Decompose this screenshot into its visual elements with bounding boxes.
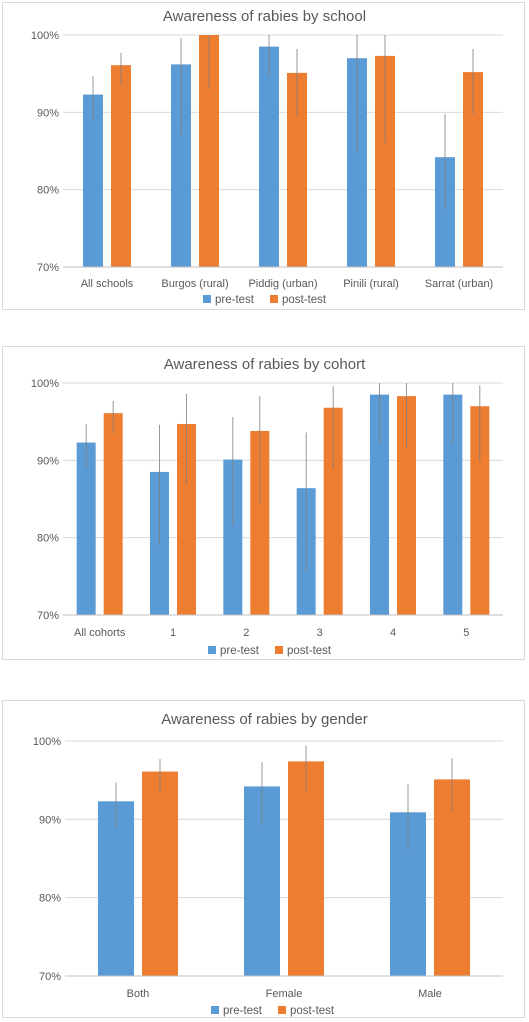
x-tick-label: 4 [390, 627, 396, 639]
x-tick-label: All schools [81, 278, 134, 290]
x-tick-label: Both [127, 988, 150, 1000]
y-tick-label: 70% [37, 610, 59, 622]
bar-post-test [177, 423, 196, 615]
legend-swatch [203, 295, 211, 303]
bar-pre-test [98, 801, 134, 976]
x-tick-label: Male [418, 988, 442, 1000]
y-tick-label: 100% [31, 378, 59, 390]
x-tick-label: 3 [317, 627, 323, 639]
bar-post-test [288, 761, 324, 976]
bar-pre-test [223, 459, 243, 615]
legend-swatch [278, 1006, 286, 1014]
y-tick-label: 100% [33, 736, 61, 748]
y-tick-label: 90% [37, 107, 59, 119]
bar-post-test [103, 413, 123, 615]
x-tick-label: Female [266, 988, 303, 1000]
y-tick-label: 80% [39, 893, 61, 905]
bar-post-test [142, 771, 178, 976]
bar-post-test [287, 72, 307, 267]
legend-label: post-test [282, 294, 327, 306]
legend-label: post-test [290, 1005, 335, 1017]
bar-pre-test [83, 94, 103, 268]
chart-school-svg: Awareness of rabies by school 70% 80% 90% 10… [31, 8, 503, 306]
chart-title: Awareness of rabies by school [163, 8, 366, 25]
y-tick-label: 80% [37, 185, 59, 197]
x-tick-label: Burgos (rural) [161, 278, 228, 290]
legend-label: post-test [287, 645, 332, 657]
chart-title: Awareness of rabies by gender [161, 711, 368, 728]
legend-swatch [208, 646, 216, 654]
bar-pre-test [171, 64, 191, 268]
legend-label: pre-test [223, 1005, 263, 1017]
y-tick-label: 80% [37, 533, 59, 545]
bar-pre-test [259, 46, 279, 267]
x-tick-label: Sarrat (urban) [425, 278, 493, 290]
bar-pre-test [347, 58, 367, 268]
y-tick-label: 70% [39, 971, 61, 983]
bar-post-test [375, 55, 395, 267]
legend-swatch [270, 295, 278, 303]
x-tick-label: All cohorts [74, 627, 126, 639]
bar-post-test [199, 35, 219, 267]
bar-post-test [111, 65, 131, 267]
bar-post-test [250, 430, 270, 615]
y-tick-label: 100% [31, 30, 59, 42]
x-tick-label: 5 [463, 627, 469, 639]
chart-school: Awareness of rabies by school 70% 80% 90% 10… [2, 2, 525, 310]
bar-post-test [470, 406, 490, 615]
x-tick-label: Pinili (rural) [343, 278, 399, 290]
x-tick-label: 2 [243, 627, 249, 639]
chart-title: Awareness of rabies by cohort [164, 356, 366, 373]
legend-label: pre-test [215, 294, 255, 306]
bar-pre-test [370, 394, 389, 615]
bar-pre-test [443, 394, 463, 615]
bar-pre-test [76, 442, 96, 615]
legend-swatch [211, 1006, 219, 1014]
bar-post-test [323, 407, 343, 615]
legend-swatch [275, 646, 283, 654]
x-tick-label: 1 [170, 627, 176, 639]
chart-gender: Awareness of rabies by gender 70% 80% 90% 10… [2, 700, 525, 1018]
x-tick-label: Piddig (urban) [248, 278, 317, 290]
y-tick-label: 70% [37, 262, 59, 274]
bar-pre-test [435, 157, 455, 267]
chart-cohort: Awareness of rabies by cohort 70% 80% 90% 10… [2, 346, 525, 660]
bar-post-test [397, 396, 416, 615]
y-tick-label: 90% [37, 455, 59, 467]
bar-post-test [434, 779, 470, 976]
bar-post-test [463, 72, 483, 268]
legend-label: pre-test [220, 645, 260, 657]
y-tick-label: 90% [39, 814, 61, 826]
chart-gender-svg: Awareness of rabies by gender 70% 80% 90% 10… [33, 711, 503, 1017]
chart-cohort-svg: Awareness of rabies by cohort 70% 80% 90% 10… [31, 356, 503, 657]
